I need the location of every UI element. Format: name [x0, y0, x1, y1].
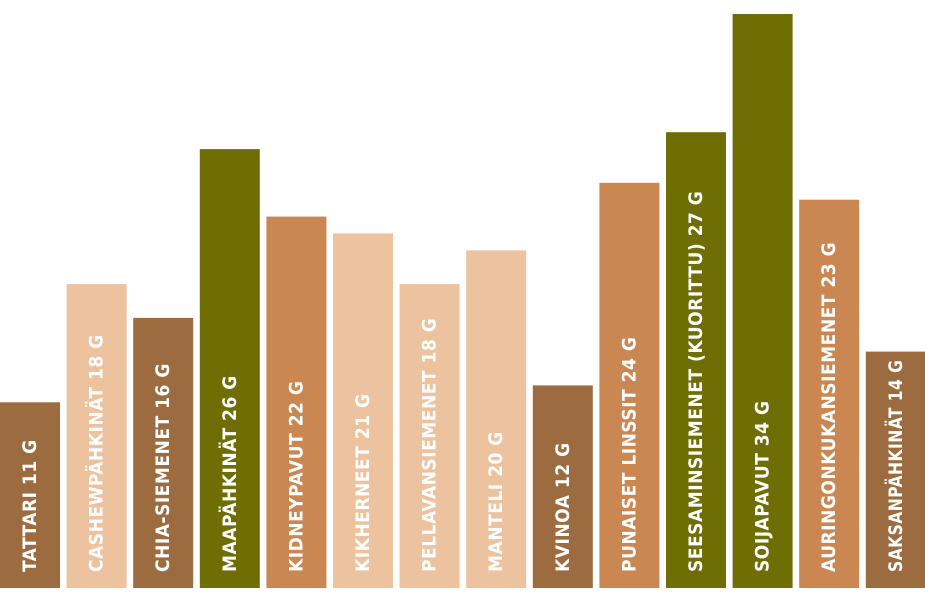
bar-7 [399, 284, 460, 588]
bar-label-8: MANTELI 20 G [485, 431, 507, 572]
bar-label-3: CHIA-SIEMENET 16 G [152, 363, 174, 572]
bar-12 [732, 14, 793, 588]
bar-14 [865, 351, 925, 588]
bar-label-4: MAAPÄHKINÄT 26 G [217, 375, 241, 572]
bar-8 [466, 250, 527, 588]
bar-label-2: CASHEWPÄHKINÄT 18 G [84, 334, 108, 572]
bar-2 [66, 284, 127, 588]
bar-1 [0, 402, 60, 588]
bar-label-1: TATTARI 11 G [19, 439, 41, 572]
bar-10 [599, 182, 660, 589]
bar-label-12: SOIJAPAVUT 34 G [752, 401, 774, 572]
bar-9 [532, 385, 593, 588]
bar-13 [799, 199, 860, 588]
bar-4 [199, 149, 260, 588]
bar-3 [133, 317, 194, 588]
bar-label-7: PELLAVANSIEMENET 18 G [419, 318, 441, 572]
bar-label-10: PUNAISET LINSSIT 24 G [618, 337, 640, 572]
bar-label-9: KVINOA 12 G [552, 442, 574, 572]
bar-label-14: SAKSANPÄHKINÄT 14 G [883, 360, 907, 572]
bar-label-6: KIKHERNEET 21 G [352, 393, 374, 572]
bar-label-5: KIDNEYPAVUT 22 G [285, 381, 307, 572]
bar-5 [266, 216, 327, 588]
bar-label-13: AURINGONKUKANSIEMENET 23 G [818, 242, 840, 572]
bar-label-11: SEESAMINSIEMENET (KUORITTU) 27 G [685, 191, 707, 572]
bar-6 [333, 233, 393, 588]
bar-11 [666, 132, 726, 588]
